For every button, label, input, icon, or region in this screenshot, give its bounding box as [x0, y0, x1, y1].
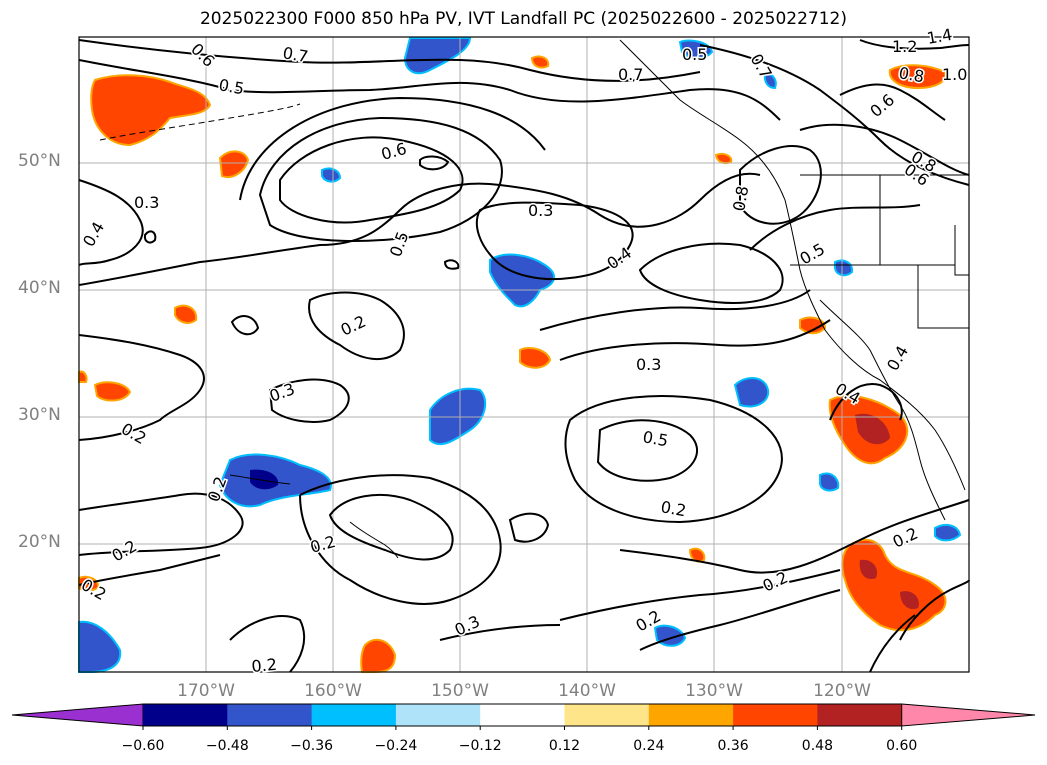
- negative-core-patch: [250, 469, 279, 490]
- lon-label: 130°W: [685, 681, 743, 701]
- contour-label: 1.0: [942, 65, 967, 84]
- negative-patch: [733, 377, 770, 408]
- positive-patch: [519, 347, 552, 369]
- positive-patch: [714, 152, 733, 165]
- colorbar-tick-label: −0.24: [374, 738, 418, 754]
- colorbar-tick-label: 0.60: [886, 738, 918, 754]
- lat-label: 20°N: [18, 532, 61, 552]
- lon-label: 150°W: [431, 681, 489, 701]
- map-frame: [78, 36, 970, 673]
- colorbar-segment: [817, 704, 903, 726]
- negative-patch: [834, 259, 854, 277]
- contour-label: 0.5: [682, 45, 707, 64]
- negative-patch: [934, 523, 962, 542]
- lat-label: 50°N: [18, 151, 61, 171]
- colorbar-segment: [564, 704, 650, 726]
- colorbar-segment: [733, 704, 818, 726]
- lon-label: 170°W: [177, 681, 235, 701]
- colorbar-tick-label: −0.60: [121, 738, 165, 754]
- colorbar-tick-label: 0.12: [548, 738, 581, 754]
- positive-patch: [799, 316, 827, 335]
- colorbar-segment: [227, 704, 313, 726]
- colorbar-tick-label: 0.36: [717, 738, 749, 754]
- contour-label: 0.7: [618, 65, 643, 84]
- lon-label: 140°W: [558, 681, 616, 701]
- positive-patch: [218, 150, 250, 178]
- positive-core-patch: [900, 591, 919, 610]
- colorbar-tick-label: −0.36: [290, 738, 334, 754]
- colorbar-extend-max: [901, 703, 1036, 727]
- gridlines: [79, 37, 969, 672]
- positive-core-patch: [855, 413, 890, 445]
- colorbar-segment: [480, 704, 565, 726]
- map-title: 2025022300 F000 850 hPa PV, IVT Landfall…: [199, 9, 847, 29]
- contour-label: 0.3: [134, 193, 159, 212]
- contour-label: 0.2: [251, 655, 278, 676]
- negative-patch: [321, 167, 342, 183]
- negative-patch: [763, 73, 777, 90]
- contour-label: 0.8: [897, 63, 925, 86]
- colorbar-segment: [648, 704, 734, 726]
- colorbar-tick-label: 0.24: [633, 738, 665, 754]
- colorbar: [11, 703, 1036, 730]
- pv-contours: [78, 39, 970, 673]
- positive-core-patch: [859, 559, 878, 580]
- positive-patch: [78, 370, 88, 383]
- positive-patch: [93, 381, 132, 402]
- positive-patch: [90, 74, 212, 147]
- negative-patch: [819, 472, 840, 492]
- negative-patch: [429, 387, 487, 446]
- positive-patch: [360, 638, 397, 673]
- contour-label: 1.2: [892, 37, 917, 56]
- colorbar-extend-min: [11, 703, 144, 727]
- lat-label: 40°N: [18, 278, 61, 298]
- contour-label: 0.3: [636, 355, 661, 374]
- negative-patch: [403, 37, 472, 75]
- shaded-patches: [78, 37, 962, 673]
- colorbar-tick-label: 0.48: [801, 738, 833, 754]
- positive-patch: [888, 64, 947, 90]
- lon-label: 120°W: [813, 681, 871, 701]
- contour-label: 0.3: [528, 201, 553, 220]
- colorbar-outline: [143, 703, 902, 727]
- lon-label: 160°W: [304, 681, 362, 701]
- colorbar-segment: [395, 704, 481, 726]
- contour-label: 0.8: [729, 184, 752, 212]
- positive-patch: [530, 55, 550, 69]
- colorbar-segment: [143, 704, 228, 726]
- lat-label: 30°N: [18, 405, 61, 425]
- positive-patch: [688, 547, 706, 563]
- contour-label: 0.2: [659, 497, 687, 520]
- colorbar-tick-label: −0.12: [458, 738, 502, 754]
- colorbar-tick-label: −0.48: [205, 738, 249, 754]
- colorbar-segment: [311, 704, 397, 726]
- coastlines: [99, 39, 969, 559]
- positive-patch: [174, 304, 198, 324]
- contour-label: 0.5: [641, 427, 669, 450]
